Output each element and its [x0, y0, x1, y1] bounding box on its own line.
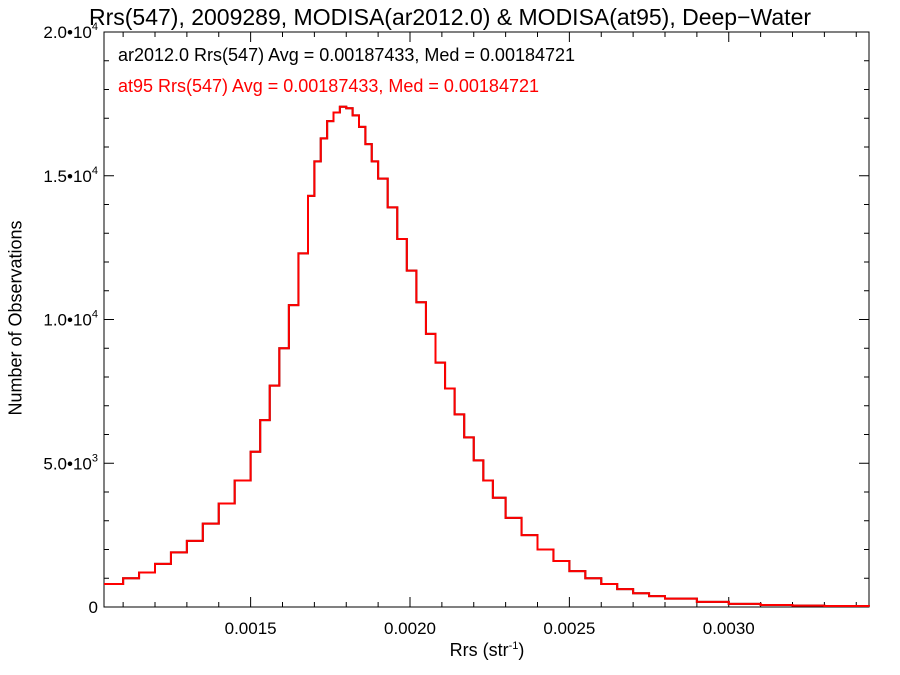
annotation-ar2012: ar2012.0 Rrs(547) Avg = 0.00187433, Med … — [118, 45, 576, 65]
y-tick-label: 1.5•104 — [43, 165, 98, 186]
series-line-ar2012.0 — [104, 105, 870, 607]
annotation-at95: at95 Rrs(547) Avg = 0.00187433, Med = 0.… — [118, 76, 539, 96]
x-axis-label: Rrs (str-1) — [450, 640, 525, 661]
x-tick-label: 0.0020 — [384, 619, 436, 638]
y-tick-label: 1.0•104 — [43, 309, 98, 330]
x-axis-label-exponent: -1 — [508, 640, 519, 652]
x-tick-label: 0.0025 — [543, 619, 595, 638]
x-tick-label: 0.0030 — [703, 619, 755, 638]
x-axis-label-text: Rrs (str — [449, 640, 509, 660]
chart-title: Rrs(547), 2009289, MODISA(ar2012.0) & MO… — [88, 4, 812, 30]
series-line-at95 — [104, 105, 870, 607]
series-layer — [104, 105, 870, 607]
y-axis-label: Number of Observations — [5, 220, 26, 416]
y-tick-label: 0 — [89, 598, 98, 617]
y-tick-label: 5.0•103 — [43, 452, 98, 473]
y-tick-label: 2.0•104 — [43, 21, 98, 42]
x-axis-label-close: ) — [518, 640, 525, 660]
x-tick-label: 0.0015 — [225, 619, 277, 638]
tick-layer: 0.0015 0.0020 0.0025 0.0030 0 5.0•103 1.0•104 1… — [43, 21, 869, 638]
